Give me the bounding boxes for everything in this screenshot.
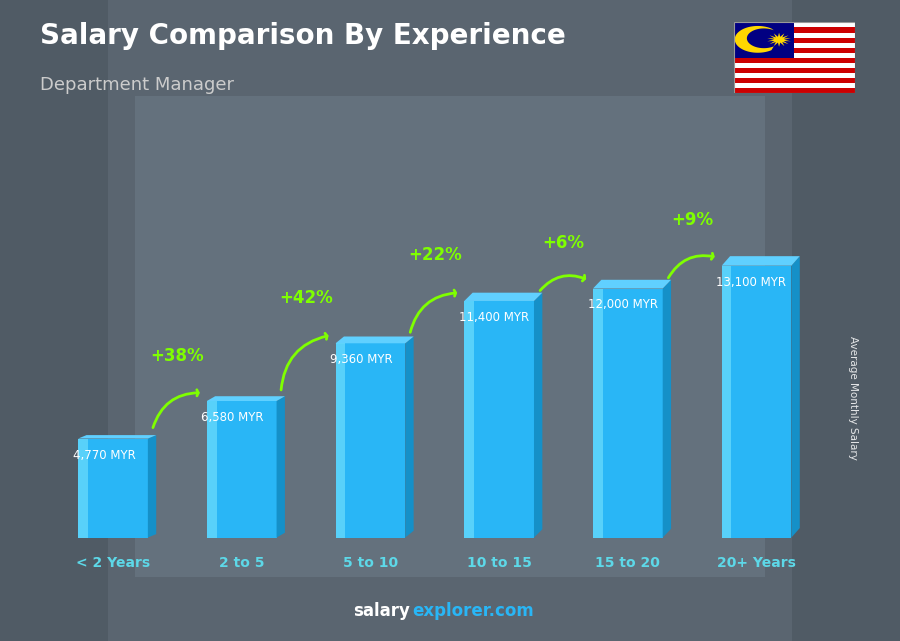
Text: 5 to 10: 5 to 10 xyxy=(343,556,398,570)
Text: 4,770 MYR: 4,770 MYR xyxy=(73,449,136,462)
Text: 6,580 MYR: 6,580 MYR xyxy=(202,411,264,424)
Polygon shape xyxy=(464,301,534,538)
Polygon shape xyxy=(336,337,414,344)
Polygon shape xyxy=(734,83,855,88)
Polygon shape xyxy=(734,22,855,28)
Polygon shape xyxy=(593,279,671,288)
Text: 11,400 MYR: 11,400 MYR xyxy=(459,311,529,324)
Polygon shape xyxy=(662,279,671,538)
Polygon shape xyxy=(336,344,346,538)
Text: Salary Comparison By Experience: Salary Comparison By Experience xyxy=(40,22,566,51)
Polygon shape xyxy=(78,438,148,538)
Text: +38%: +38% xyxy=(150,347,204,365)
Bar xyxy=(0,0,108,641)
Bar xyxy=(792,0,900,641)
Polygon shape xyxy=(722,265,732,538)
Polygon shape xyxy=(207,401,276,538)
Text: +22%: +22% xyxy=(408,247,462,265)
Polygon shape xyxy=(734,78,855,83)
Text: 13,100 MYR: 13,100 MYR xyxy=(716,276,787,288)
Polygon shape xyxy=(734,53,855,58)
Polygon shape xyxy=(734,28,855,33)
Polygon shape xyxy=(464,293,543,301)
Polygon shape xyxy=(78,435,157,438)
Text: 12,000 MYR: 12,000 MYR xyxy=(588,299,658,312)
Text: 15 to 20: 15 to 20 xyxy=(596,556,661,570)
Polygon shape xyxy=(405,337,414,538)
Text: Average Monthly Salary: Average Monthly Salary xyxy=(848,337,858,460)
Text: salary: salary xyxy=(353,603,410,620)
Bar xyxy=(135,96,765,577)
Text: explorer.com: explorer.com xyxy=(412,603,534,620)
Text: 20+ Years: 20+ Years xyxy=(717,556,796,570)
Polygon shape xyxy=(734,33,855,38)
Polygon shape xyxy=(534,293,543,538)
Polygon shape xyxy=(734,73,855,78)
Polygon shape xyxy=(722,265,791,538)
Polygon shape xyxy=(593,288,662,538)
Polygon shape xyxy=(78,438,88,538)
Polygon shape xyxy=(734,47,855,53)
Polygon shape xyxy=(148,435,157,538)
Text: Department Manager: Department Manager xyxy=(40,76,235,94)
Polygon shape xyxy=(734,88,855,93)
Polygon shape xyxy=(791,256,800,538)
Text: 2 to 5: 2 to 5 xyxy=(219,556,265,570)
Polygon shape xyxy=(767,33,791,47)
Text: 10 to 15: 10 to 15 xyxy=(467,556,532,570)
Polygon shape xyxy=(734,38,855,42)
Polygon shape xyxy=(207,401,217,538)
Text: +6%: +6% xyxy=(543,234,584,252)
Polygon shape xyxy=(734,42,855,47)
Polygon shape xyxy=(207,396,285,401)
Text: 9,360 MYR: 9,360 MYR xyxy=(330,353,392,366)
Polygon shape xyxy=(722,256,800,265)
Text: +9%: +9% xyxy=(671,212,714,229)
Polygon shape xyxy=(734,22,794,58)
Polygon shape xyxy=(336,344,405,538)
Polygon shape xyxy=(734,63,855,68)
Polygon shape xyxy=(734,58,855,63)
Text: +42%: +42% xyxy=(279,289,333,307)
Polygon shape xyxy=(734,68,855,73)
Polygon shape xyxy=(276,396,285,538)
Polygon shape xyxy=(734,26,774,53)
Polygon shape xyxy=(593,288,603,538)
Polygon shape xyxy=(464,301,474,538)
Text: < 2 Years: < 2 Years xyxy=(76,556,150,570)
